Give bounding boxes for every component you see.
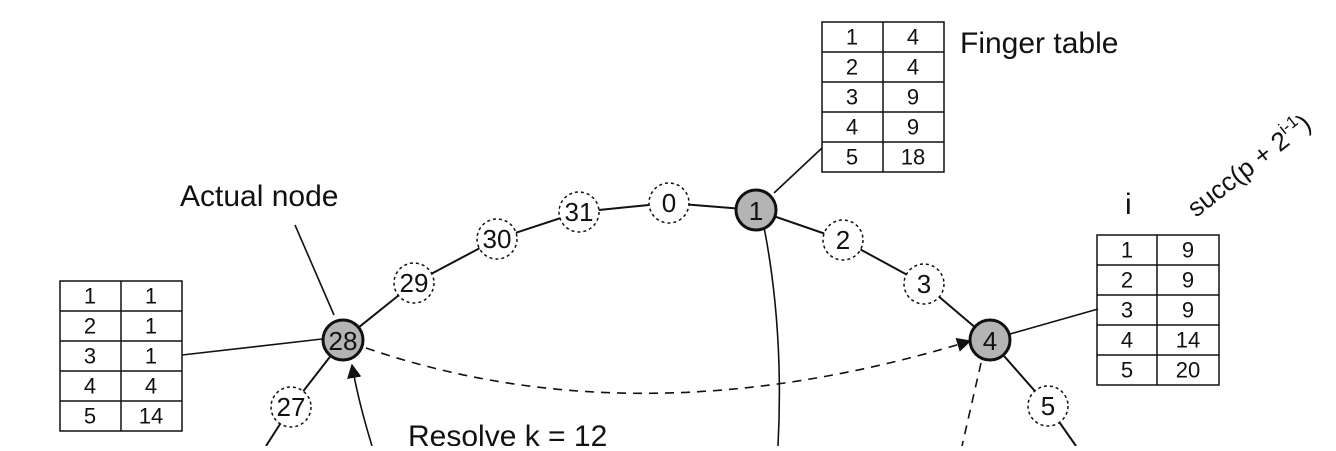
table-cell: 9 [1182,298,1194,323]
lookup-curve-from-1 [763,226,781,447]
table-cell: 18 [901,145,925,170]
connector-actual-node-label [294,224,335,316]
finger-table-node-4 [1096,234,1220,386]
table-cell: 4 [907,55,919,80]
column-i-label: i [1125,188,1132,221]
actual-nodes: 1 4 28 [321,188,1012,362]
table-cell: 2 [1121,268,1133,293]
table-cell: 1 [84,284,96,309]
finger-table-node-1-cells: 1 4 2 4 3 9 4 9 5 18 [846,25,925,170]
svg-text:1: 1 [749,196,763,226]
resolve-label: Resolve k = 12 [408,420,607,446]
svg-text:succ(p + 2i-1): succ(p + 2i-1) [1180,106,1317,222]
virtual-nodes: 0 31 30 29 2 3 5 27 [270,182,1069,428]
finger-table-node-28-cells: 1 1 2 1 3 1 4 4 5 14 [84,284,163,429]
svg-text:2: 2 [836,225,850,255]
svg-text:4: 4 [983,326,997,356]
actual-node-4: 4 [968,318,1012,362]
table-cell: 4 [907,25,919,50]
virtual-node-2: 2 [822,219,864,261]
lookup-arrow-to-28 [347,363,373,447]
table-cell: 1 [846,25,858,50]
table-cell: 9 [907,85,919,110]
table-cell: 1 [145,284,157,309]
virtual-node-30: 30 [476,218,518,260]
virtual-node-31: 31 [558,191,600,233]
connector-node-4 [1009,308,1099,335]
table-cell: 14 [1176,328,1200,353]
table-cell: 14 [139,404,163,429]
table-cell: 5 [84,404,96,429]
column-succ-label: succ(p + 2i-1) [1180,106,1317,223]
virtual-node-3: 3 [903,263,945,305]
table-cell: 4 [145,374,157,399]
svg-text:3: 3 [917,269,931,299]
table-cell: 3 [846,85,858,110]
svg-text:31: 31 [565,197,594,227]
connector-node-1 [773,147,823,194]
svg-text:28: 28 [329,326,358,356]
table-cell: 4 [846,115,858,140]
table-cell: 3 [1121,298,1133,323]
virtual-node-0: 0 [648,182,690,224]
finger-table-label: Finger table [960,27,1118,60]
table-cell: 20 [1176,358,1200,383]
actual-node-1: 1 [734,188,778,232]
table-cell: 2 [846,55,858,80]
svg-text:30: 30 [483,224,512,254]
dashed-arrow-28-to-4 [365,337,972,395]
table-cell: 5 [1121,358,1133,383]
svg-text:27: 27 [277,392,306,422]
finger-table-node-4-cells: 1 9 2 9 3 9 4 14 5 20 [1121,238,1200,383]
table-cell: 3 [84,344,96,369]
actual-node-label: Actual node [180,180,338,213]
svg-text:0: 0 [662,188,676,218]
table-cell: 2 [84,314,96,339]
table-connectors [181,147,1099,356]
dashed-line-from-4 [961,362,982,447]
table-cell: 4 [84,374,96,399]
svg-text:5: 5 [1041,391,1055,421]
table-cell: 4 [1121,328,1133,353]
table-cell: 5 [846,145,858,170]
succ-base: succ(p + 2 [1181,125,1295,223]
virtual-node-29: 29 [393,262,435,304]
table-cell: 9 [1182,238,1194,263]
virtual-node-27: 27 [270,386,312,428]
finger-table-node-1 [821,21,945,173]
table-cell: 9 [907,115,919,140]
table-cell: 1 [145,314,157,339]
table-cell: 9 [1182,268,1194,293]
table-cell: 1 [145,344,157,369]
actual-node-28: 28 [321,318,365,362]
table-cell: 1 [1121,238,1133,263]
ring-arc [265,202,1077,447]
virtual-node-5: 5 [1027,385,1069,427]
finger-table-node-28 [59,280,183,432]
connector-node-28 [181,338,323,356]
svg-text:29: 29 [400,268,429,298]
